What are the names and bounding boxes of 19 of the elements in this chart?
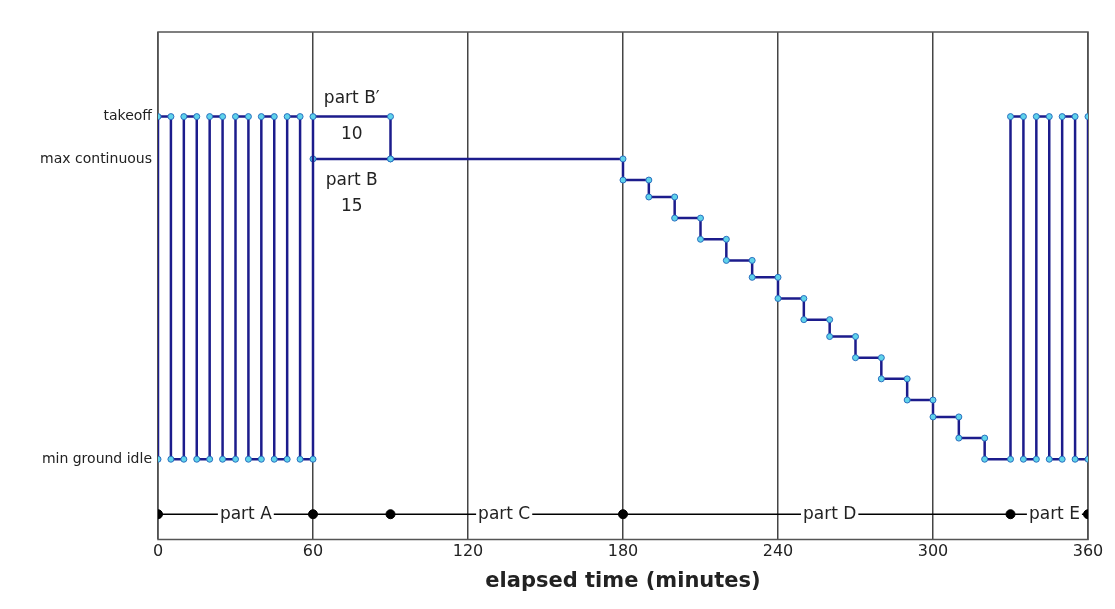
annotation: part B′	[323, 87, 380, 108]
annotation: 10	[340, 123, 363, 144]
x-tick-label: 240	[762, 541, 794, 561]
annotation: part B	[325, 169, 378, 190]
x-tick-label: 180	[607, 541, 639, 561]
annotation: min ground idle	[41, 449, 152, 466]
annotation: 15	[340, 195, 363, 216]
x-tick-label: 60	[302, 541, 324, 561]
annotation: max continuous	[40, 149, 152, 166]
x-axis-title: elapsed time (minutes)	[485, 567, 761, 592]
annotation: part E	[1028, 502, 1080, 523]
annotation: part A	[219, 502, 273, 523]
annotation: part D	[802, 502, 857, 523]
annotation: part C	[478, 502, 531, 523]
x-tick-label: 0	[152, 541, 164, 561]
x-tick-label: 300	[917, 541, 949, 561]
annotation: takeoff	[103, 107, 153, 124]
x-tick-label: 360	[1072, 541, 1104, 561]
x-tick-label: 120	[452, 541, 484, 561]
